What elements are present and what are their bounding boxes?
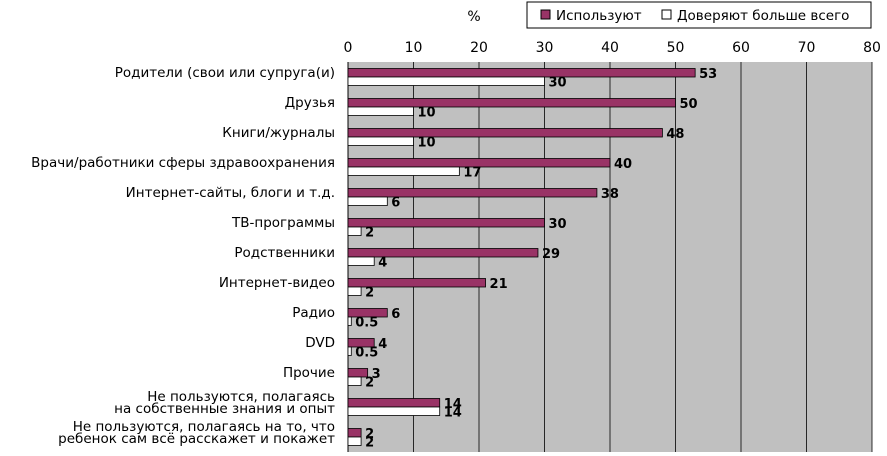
- bar-trust: [347, 286, 362, 296]
- data-label: 0.5: [355, 345, 378, 360]
- x-tick-label: 10: [405, 40, 423, 56]
- legend: Используют Доверяют больше всего: [526, 1, 872, 29]
- data-label: 38: [601, 187, 619, 202]
- data-label: 0.5: [355, 315, 378, 330]
- category-label: Прочие: [283, 365, 335, 381]
- category-label: на собственные знания и опыт: [114, 401, 335, 417]
- x-tick-label: 60: [732, 40, 750, 56]
- category-label: ребенок сам всё расскажет и покажет: [58, 431, 335, 447]
- bar-trust: [347, 226, 362, 236]
- x-tick-label: 30: [536, 40, 554, 56]
- data-label: 6: [391, 307, 400, 322]
- bar-trust: [347, 316, 352, 326]
- data-label: 29: [542, 247, 560, 262]
- data-label: 30: [549, 75, 567, 90]
- data-label: 4: [378, 337, 387, 352]
- category-label: Родственники: [234, 245, 335, 261]
- data-label: 10: [418, 105, 436, 120]
- category-labels: Родители (свои или супруга(и) Друзья Книги…: [31, 65, 335, 447]
- data-label: 50: [680, 97, 698, 112]
- category-label: Не пользуются, полагаясь на то, что: [73, 419, 335, 435]
- category-label: Интернет-сайты, блоги и т.д.: [126, 185, 335, 201]
- x-tick-label: 40: [601, 40, 619, 56]
- data-label: 40: [614, 157, 632, 172]
- data-label: 2: [365, 435, 374, 450]
- legend-label-trust: Доверяют больше всего: [677, 8, 849, 24]
- category-label: DVD: [305, 335, 335, 351]
- bar-used: [347, 278, 486, 288]
- bar-used: [347, 428, 362, 438]
- data-label: 10: [418, 135, 436, 150]
- data-label: 4: [378, 255, 387, 270]
- data-label: 6: [391, 195, 400, 210]
- data-label: 2: [365, 375, 374, 390]
- data-label: 2: [365, 285, 374, 300]
- bar-trust: [347, 346, 352, 356]
- category-label: Не пользуются, полагаясь: [147, 389, 335, 405]
- bar-trust: [347, 136, 414, 146]
- category-label: Радио: [292, 305, 335, 321]
- bar-used: [347, 338, 375, 348]
- bar-used: [347, 98, 676, 108]
- data-label: 21: [490, 277, 508, 292]
- bar-trust: [347, 436, 362, 446]
- bar-used: [347, 398, 441, 408]
- bar-used: [347, 188, 598, 198]
- category-label: Интернет-видео: [219, 275, 335, 291]
- data-label: 3: [372, 367, 381, 382]
- bar-trust: [347, 406, 441, 416]
- data-label: 2: [365, 427, 374, 442]
- x-tick-label: 50: [667, 40, 685, 56]
- bar-used: [347, 128, 663, 138]
- x-tick-label: 70: [798, 40, 816, 56]
- bar-used: [347, 68, 696, 78]
- category-label: Родители (свои или супруга(и): [115, 65, 335, 81]
- x-tick-label: 80: [863, 40, 881, 56]
- bar-used: [347, 218, 545, 228]
- data-label: 53: [699, 67, 717, 82]
- x-tick-label: 20: [470, 40, 488, 56]
- bar-trust: [347, 166, 460, 176]
- bar-trust: [347, 106, 414, 116]
- legend-swatch-trust: [661, 9, 672, 20]
- bar-trust: [347, 376, 362, 386]
- category-label: Врачи/работники сферы здравоохранения: [31, 155, 335, 171]
- bar-used: [347, 248, 539, 258]
- bars: 533050104810401738630229421260.540.53214…: [347, 67, 717, 450]
- bar-trust: [347, 256, 375, 266]
- bar-used: [347, 158, 611, 168]
- bar-used: [347, 308, 388, 318]
- data-label: 48: [666, 127, 684, 142]
- category-label: Друзья: [285, 95, 335, 111]
- category-label: Книги/журналы: [222, 125, 335, 141]
- x-axis-ticks: 0 10 20 30 40 50 60 70 80: [344, 40, 881, 56]
- legend-swatch-used: [540, 9, 551, 20]
- x-tick-label: 0: [344, 40, 353, 56]
- legend-box: [526, 1, 872, 29]
- bar-trust: [347, 196, 388, 206]
- data-label: 14: [444, 397, 462, 412]
- legend-label-used: Используют: [556, 8, 642, 24]
- data-label: 30: [549, 217, 567, 232]
- bar-trust: [347, 76, 545, 86]
- data-label: 14: [444, 405, 462, 420]
- category-label: ТВ-программы: [231, 215, 335, 231]
- data-label: 2: [365, 225, 374, 240]
- data-label: 17: [463, 165, 481, 180]
- unit-label: %: [467, 9, 480, 25]
